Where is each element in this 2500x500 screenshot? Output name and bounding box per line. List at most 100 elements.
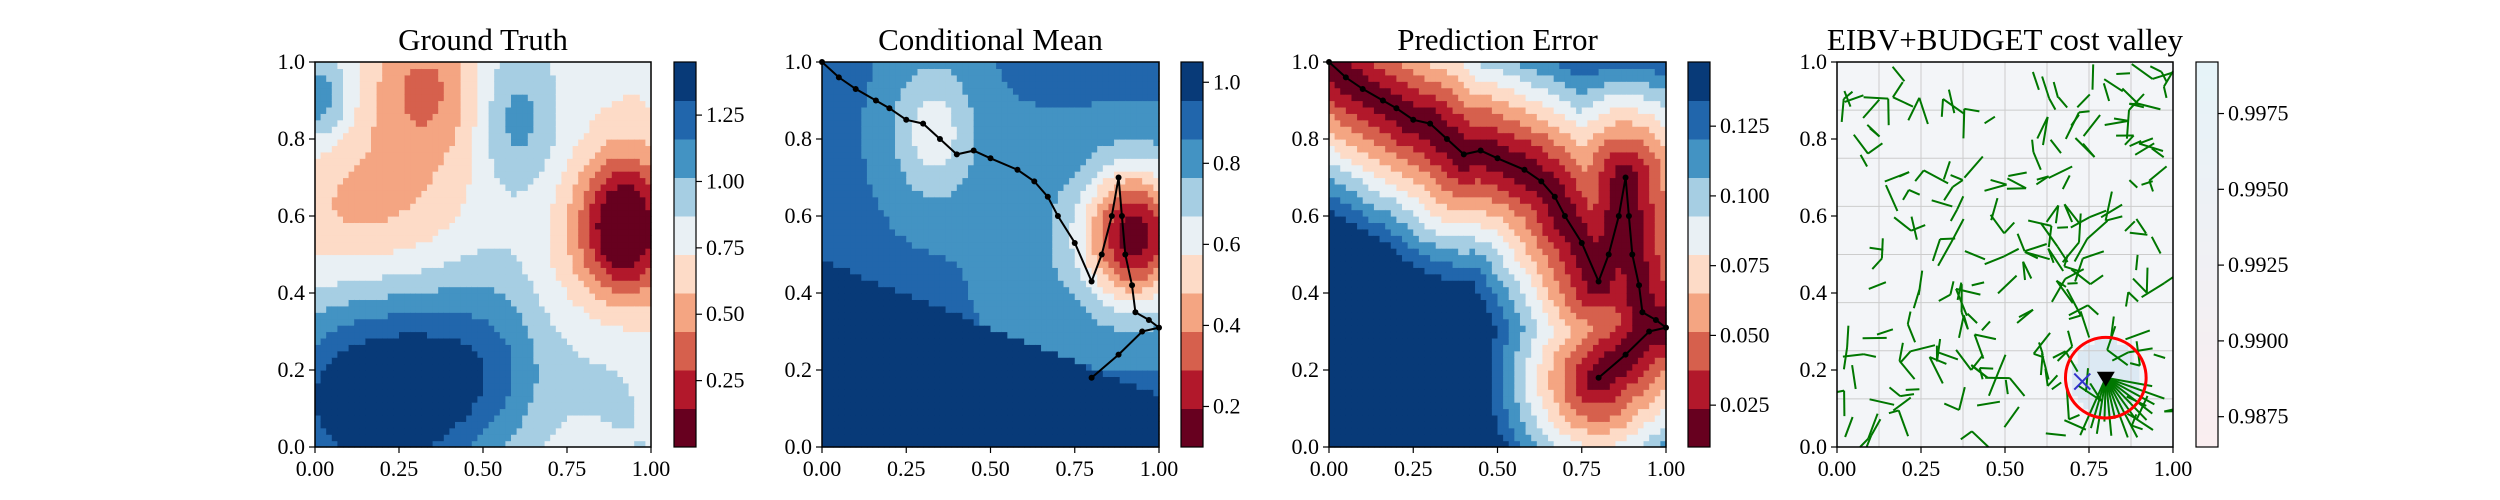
heatmap-cell: [939, 62, 947, 70]
heatmap-cell: [460, 222, 467, 230]
heatmap-cell: [923, 434, 930, 442]
heatmap-cell: [359, 280, 366, 288]
heatmap-cell: [516, 177, 523, 185]
heatmap-cell: [315, 183, 322, 191]
heatmap-cell: [410, 100, 417, 108]
heatmap-cell: [911, 139, 919, 147]
heatmap-cell: [438, 389, 445, 397]
heatmap-cell: [600, 62, 607, 70]
heatmap-cell: [645, 357, 652, 365]
heatmap-cell: [822, 126, 829, 134]
heatmap-cell: [410, 305, 417, 313]
heatmap-cell: [606, 325, 613, 333]
heatmap-cell: [455, 196, 462, 204]
heatmap-cell: [923, 363, 930, 371]
heatmap-cell: [494, 376, 501, 384]
heatmap-cell: [443, 427, 450, 435]
heatmap-cell: [415, 94, 422, 102]
heatmap-cell: [900, 100, 907, 108]
heatmap-cell: [561, 427, 568, 435]
heatmap-cell: [376, 337, 383, 345]
heatmap-cell: [466, 100, 473, 108]
heatmap-cell: [466, 254, 473, 262]
heatmap-cell: [923, 119, 930, 127]
heatmap-cell: [911, 312, 919, 320]
heatmap-cell: [939, 203, 947, 211]
heatmap-cell: [595, 106, 602, 114]
heatmap-cell: [499, 106, 506, 114]
heatmap-cell: [410, 421, 417, 429]
heatmap-cell: [466, 280, 473, 288]
heatmap-cell: [578, 68, 585, 76]
heatmap-cell: [589, 260, 596, 268]
heatmap-cell: [878, 331, 885, 339]
heatmap-cell: [522, 158, 529, 166]
heatmap-cell: [578, 126, 585, 134]
heatmap-cell: [639, 228, 646, 236]
heatmap-cell: [522, 254, 529, 262]
heatmap-cell: [348, 331, 355, 339]
heatmap-cell: [850, 382, 857, 390]
heatmap-cell: [460, 370, 467, 378]
heatmap-cell: [833, 254, 840, 262]
heatmap-cell: [928, 164, 935, 172]
heatmap-cell: [878, 87, 885, 95]
heatmap-cell: [934, 331, 941, 339]
heatmap-cell: [578, 350, 585, 358]
heatmap-cell: [443, 158, 450, 166]
heatmap-cell: [326, 344, 333, 352]
heatmap-cell: [483, 286, 490, 294]
y-tick-label: 0.6: [278, 203, 306, 228]
heatmap-cell: [889, 158, 896, 166]
heatmap-cell: [511, 421, 518, 429]
heatmap-cell: [617, 440, 624, 448]
heatmap-cell: [477, 331, 484, 339]
heatmap-cell: [449, 273, 456, 281]
heatmap-cell: [505, 139, 512, 147]
heatmap-cell: [617, 126, 624, 134]
heatmap-cell: [900, 312, 907, 320]
heatmap-cell: [866, 337, 874, 345]
heatmap-cell: [833, 177, 840, 185]
heatmap-cell: [628, 74, 635, 82]
heatmap-cell: [567, 203, 574, 211]
heatmap-cell: [634, 293, 641, 301]
heatmap-cell: [883, 196, 890, 204]
heatmap-cell: [337, 337, 344, 345]
heatmap-cell: [822, 395, 829, 403]
heatmap-cell: [438, 363, 445, 371]
heatmap-cell: [611, 370, 618, 378]
heatmap-cell: [855, 248, 862, 256]
heatmap-cell: [539, 209, 546, 217]
heatmap-cell: [917, 132, 924, 140]
heatmap-cell: [838, 183, 846, 191]
heatmap-cell: [477, 254, 484, 262]
heatmap-cell: [527, 158, 534, 166]
heatmap-cell: [895, 312, 902, 320]
heatmap-cell: [331, 235, 338, 243]
heatmap-cell: [855, 119, 862, 127]
heatmap-cell: [460, 293, 467, 301]
heatmap-cell: [872, 145, 879, 153]
heatmap-cell: [561, 382, 568, 390]
heatmap-cell: [320, 344, 327, 352]
heatmap-cell: [838, 325, 846, 333]
heatmap-cell: [348, 171, 355, 179]
heatmap-cell: [917, 158, 924, 166]
heatmap-cell: [634, 216, 641, 224]
heatmap-cell: [866, 74, 874, 82]
heatmap-cell: [359, 190, 366, 198]
heatmap-cell: [822, 299, 829, 307]
heatmap-cell: [455, 414, 462, 422]
heatmap-cell: [583, 382, 590, 390]
heatmap-cell: [844, 421, 851, 429]
heatmap-cell: [578, 440, 585, 448]
heatmap-cell: [539, 228, 546, 236]
heatmap-cell: [331, 216, 338, 224]
heatmap-cell: [611, 267, 618, 275]
heatmap-cell: [331, 100, 338, 108]
heatmap-cell: [555, 312, 562, 320]
heatmap-cell: [371, 363, 378, 371]
heatmap-cell: [471, 183, 478, 191]
heatmap-cell: [376, 344, 383, 352]
